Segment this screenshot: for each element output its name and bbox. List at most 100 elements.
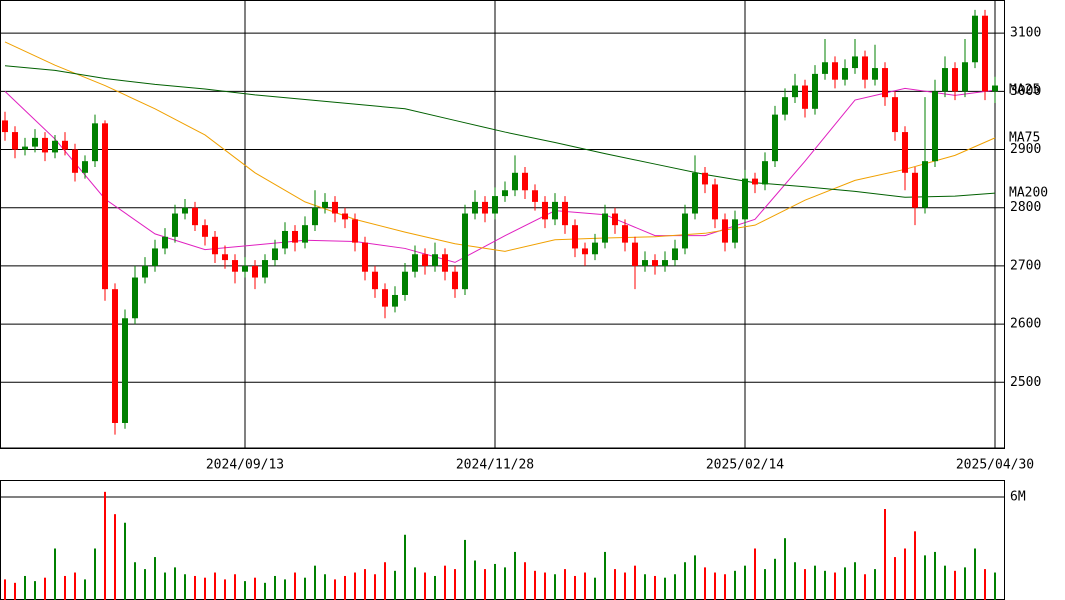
volume-bar xyxy=(834,572,836,600)
volume-bar xyxy=(34,581,36,600)
volume-bar xyxy=(204,577,206,600)
y-tick-label: 2900 xyxy=(1010,142,1041,157)
candle-body xyxy=(402,271,408,295)
volume-bar xyxy=(824,570,826,600)
candle-body xyxy=(712,184,718,220)
candle-body xyxy=(452,271,458,290)
candle-body xyxy=(52,140,58,153)
volume-bar xyxy=(454,569,456,600)
candle-body xyxy=(902,132,908,173)
candle-body xyxy=(912,172,918,208)
volume-bar xyxy=(4,579,6,600)
candle-body xyxy=(512,172,518,191)
y-tick-label: 3100 xyxy=(1010,26,1041,41)
y-tick-label: 2800 xyxy=(1010,200,1041,215)
volume-bar xyxy=(464,539,466,600)
moving-average xyxy=(4,41,996,252)
candle-body xyxy=(272,248,278,261)
candle-body xyxy=(632,242,638,266)
volume-bar xyxy=(924,555,926,600)
volume-bar xyxy=(284,579,286,600)
x-tick-label: 2024/11/28 xyxy=(456,458,534,473)
volume-bar xyxy=(644,574,646,600)
y-tick-label: 3000 xyxy=(1010,84,1041,99)
volume-bar xyxy=(844,567,846,600)
candle-body xyxy=(392,294,398,307)
candle-body xyxy=(342,213,348,220)
ma-label: MA25 xyxy=(1009,83,1040,98)
x-tick-label: 2024/09/13 xyxy=(206,458,284,473)
volume-bar xyxy=(744,565,746,600)
volume-bar xyxy=(414,567,416,600)
volume-bar xyxy=(574,575,576,600)
candle-body xyxy=(582,248,588,255)
candle-body xyxy=(722,219,728,243)
candle-body xyxy=(382,289,388,307)
volume-bar xyxy=(274,575,276,600)
volume-bar xyxy=(384,562,386,600)
candle-body xyxy=(322,201,328,208)
candle-body xyxy=(162,236,168,249)
volume-bar xyxy=(884,509,886,600)
volume-bar xyxy=(864,574,866,600)
volume-bar xyxy=(674,574,676,600)
volume-bar xyxy=(44,577,46,600)
volume-bar xyxy=(554,574,556,600)
candle-body xyxy=(682,213,688,249)
volume-bar xyxy=(714,572,716,600)
candle-body xyxy=(172,213,178,237)
volume-bar xyxy=(804,569,806,600)
candle-body xyxy=(282,230,288,249)
volume-bar xyxy=(604,551,606,600)
candle-body xyxy=(662,260,668,266)
candle-body xyxy=(532,190,538,202)
candle-body xyxy=(982,15,988,92)
volume-bar xyxy=(354,572,356,600)
candle-body xyxy=(32,137,38,147)
candle-body xyxy=(692,172,698,214)
volume-bar xyxy=(634,565,636,600)
candle-body xyxy=(942,68,948,92)
candle-body xyxy=(992,85,998,92)
volume-bar xyxy=(64,575,66,600)
candle-body xyxy=(522,172,528,191)
volume-bar xyxy=(304,577,306,600)
candle-body xyxy=(12,132,18,150)
candle-body xyxy=(842,68,848,80)
ma-label: MA75 xyxy=(1009,130,1040,145)
y-tick-label: 2600 xyxy=(1010,317,1041,332)
candle-body xyxy=(572,225,578,249)
candle-body xyxy=(252,265,258,278)
volume-bar xyxy=(344,575,346,600)
candle-body xyxy=(862,56,868,80)
candle-body xyxy=(132,277,138,319)
candle-body xyxy=(112,289,118,423)
volume-bar xyxy=(974,548,976,600)
candle-body xyxy=(592,242,598,255)
volume-bar xyxy=(364,569,366,600)
candle-body xyxy=(832,62,838,80)
candle-body xyxy=(422,254,428,266)
candle-body xyxy=(762,161,768,185)
candle-body xyxy=(62,140,68,150)
candle-body xyxy=(222,254,228,261)
volume-bar xyxy=(964,567,966,600)
volume-bar xyxy=(854,562,856,600)
volume-bar xyxy=(144,569,146,600)
candle-body xyxy=(732,219,738,243)
volume-bar xyxy=(434,575,436,600)
volume-bar xyxy=(564,569,566,600)
candle-body xyxy=(882,68,888,98)
volume-bar xyxy=(524,562,526,600)
volume-bar xyxy=(54,548,56,600)
candle-body xyxy=(362,242,368,272)
volume-bar xyxy=(504,567,506,600)
volume-bar xyxy=(484,569,486,600)
volume-bar xyxy=(904,548,906,600)
volume-bar xyxy=(234,574,236,600)
volume-bar xyxy=(14,582,16,600)
volume-bar xyxy=(334,579,336,600)
volume-bar xyxy=(94,548,96,600)
volume-bar xyxy=(174,567,176,600)
volume-bar xyxy=(224,579,226,600)
